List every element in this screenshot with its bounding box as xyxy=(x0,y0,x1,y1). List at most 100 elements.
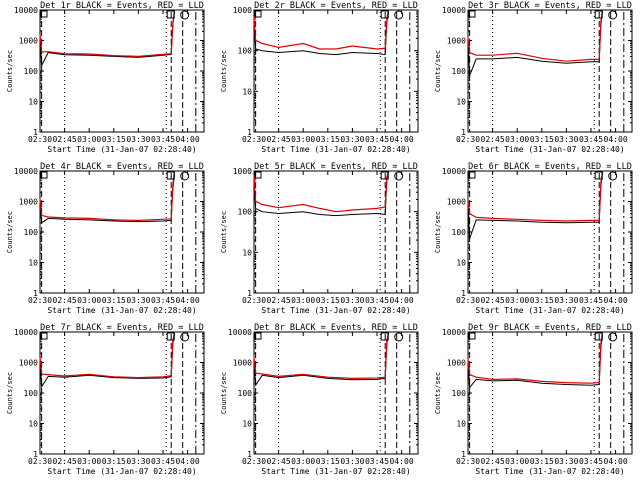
y-tick-label: 100 xyxy=(452,67,467,76)
y-tick-label: 10 xyxy=(28,259,38,268)
panel-title: Det 2r BLACK = Events, RED = LLD xyxy=(254,1,418,11)
panel-title: Det 4r BLACK = Events, RED = LLD xyxy=(40,162,204,172)
x-tick-label: 03:45 xyxy=(151,296,175,305)
panel-det-6: Det 6r BLACK = Events, RED = LLD 1 10 100 10… xyxy=(434,162,633,315)
x-tick-label: 03:15 xyxy=(530,296,554,305)
x-tick-label: 03:15 xyxy=(316,457,340,466)
x-tick-label: 03:15 xyxy=(102,135,126,144)
series-events-line xyxy=(253,171,389,217)
y-axis-label: Counts/sec xyxy=(434,372,442,414)
x-tick-label: 03:00 xyxy=(291,457,315,466)
marker-circle xyxy=(608,171,618,181)
x-tick-label: 03:30 xyxy=(126,457,150,466)
panel-det-3: Det 3r BLACK = Events, RED = LLD 1 10 100 10… xyxy=(434,1,633,154)
x-tick-label: 02:45 xyxy=(481,135,505,144)
marker-circle xyxy=(394,10,404,20)
x-tick-label: 02:45 xyxy=(267,296,291,305)
x-tick-label: 03:45 xyxy=(365,457,389,466)
y-tick-label: 100 xyxy=(238,208,253,217)
marker-box-start xyxy=(468,332,476,340)
series-events-line xyxy=(467,334,603,389)
y-tick-label: 100 xyxy=(452,389,467,398)
marker-circle xyxy=(608,10,618,20)
x-tick-label: 04:00 xyxy=(176,135,200,144)
x-tick-label: 02:45 xyxy=(267,457,291,466)
x-axis-label: Start Time (31-Jan-07 02:28:40) xyxy=(475,145,624,154)
y-tick-label: 1000 xyxy=(19,359,38,368)
y-tick-label: 10000 xyxy=(442,6,466,15)
x-tick-label: 03:15 xyxy=(316,135,340,144)
marker-circle xyxy=(180,171,190,181)
x-tick-label: 02:30 xyxy=(242,135,266,144)
x-axis-label: Start Time (31-Jan-07 02:28:40) xyxy=(475,467,624,476)
x-tick-label: 03:45 xyxy=(579,457,603,466)
x-tick-label: 02:30 xyxy=(242,296,266,305)
y-tick-label: 1 xyxy=(247,128,252,137)
panel-det-7: Det 7r BLACK = Events, RED = LLD 1 10 100 10… xyxy=(6,323,205,476)
x-tick-label: 02:45 xyxy=(481,296,505,305)
x-tick-label: 03:15 xyxy=(102,296,126,305)
y-axis-label: Counts/sec xyxy=(6,211,14,253)
x-tick-label: 03:00 xyxy=(291,135,315,144)
y-tick-label: 10 xyxy=(456,259,466,268)
marker-circle xyxy=(180,332,190,342)
series-events-line xyxy=(253,11,389,56)
y-axis-label: Counts/sec xyxy=(220,50,228,92)
x-tick-label: 02:45 xyxy=(53,457,77,466)
series-lld-line xyxy=(39,331,176,379)
marker-box-end xyxy=(166,171,175,180)
series-lld-line xyxy=(253,170,390,213)
x-tick-label: 04:00 xyxy=(390,296,414,305)
x-axis-label: Start Time (31-Jan-07 02:28:40) xyxy=(47,306,196,315)
panel-title: Det 3r BLACK = Events, RED = LLD xyxy=(468,1,632,11)
series-events-line xyxy=(467,172,603,239)
x-tick-label: 04:00 xyxy=(390,135,414,144)
y-tick-label: 10000 xyxy=(14,167,38,176)
series-lld-line xyxy=(467,9,604,62)
x-tick-label: 03:45 xyxy=(579,296,603,305)
x-tick-label: 03:00 xyxy=(77,457,101,466)
panel-det-9: Det 9r BLACK = Events, RED = LLD 1 10 100 10… xyxy=(434,323,633,476)
x-tick-label: 03:30 xyxy=(554,135,578,144)
y-tick-label: 1 xyxy=(33,289,38,298)
marker-box-start xyxy=(254,332,262,340)
x-tick-label: 03:30 xyxy=(554,457,578,466)
x-tick-label: 02:30 xyxy=(456,135,480,144)
panel-det-5: Det 5r BLACK = Events, RED = LLD 1 10 100 10… xyxy=(220,162,419,315)
y-tick-label: 1 xyxy=(247,289,252,298)
marker-box-start xyxy=(40,10,48,18)
series-lld-line xyxy=(39,170,176,222)
marker-box-start xyxy=(40,171,48,179)
series-lld-line xyxy=(253,331,390,380)
x-tick-label: 02:30 xyxy=(456,296,480,305)
y-tick-label: 100 xyxy=(24,389,39,398)
y-tick-label: 1000 xyxy=(233,167,252,176)
x-tick-label: 03:00 xyxy=(77,135,101,144)
x-tick-label: 03:00 xyxy=(505,457,529,466)
marker-circle xyxy=(608,332,618,342)
x-tick-label: 03:15 xyxy=(102,457,126,466)
y-tick-label: 10 xyxy=(242,87,252,96)
x-tick-label: 03:00 xyxy=(77,296,101,305)
y-tick-label: 100 xyxy=(24,228,39,237)
panel-title: Det 1r BLACK = Events, RED = LLD xyxy=(40,1,204,11)
y-tick-label: 10000 xyxy=(228,328,252,337)
y-tick-label: 1 xyxy=(461,450,466,459)
x-tick-label: 02:45 xyxy=(481,457,505,466)
y-tick-label: 1 xyxy=(33,450,38,459)
y-tick-label: 10 xyxy=(28,98,38,107)
x-tick-label: 03:45 xyxy=(365,135,389,144)
series-events-line xyxy=(253,333,389,387)
y-tick-label: 100 xyxy=(238,47,253,56)
panel-det-2: Det 2r BLACK = Events, RED = LLD 1 10 100 10… xyxy=(220,1,419,154)
panel-title: Det 6r BLACK = Events, RED = LLD xyxy=(468,162,632,172)
marker-circle xyxy=(180,10,190,20)
y-tick-label: 1000 xyxy=(447,359,466,368)
y-axis-label: Counts/sec xyxy=(434,211,442,253)
x-tick-label: 03:00 xyxy=(505,135,529,144)
marker-box-end xyxy=(594,10,603,19)
y-tick-label: 1 xyxy=(247,450,252,459)
x-tick-label: 04:00 xyxy=(390,457,414,466)
series-events-line xyxy=(39,173,175,224)
